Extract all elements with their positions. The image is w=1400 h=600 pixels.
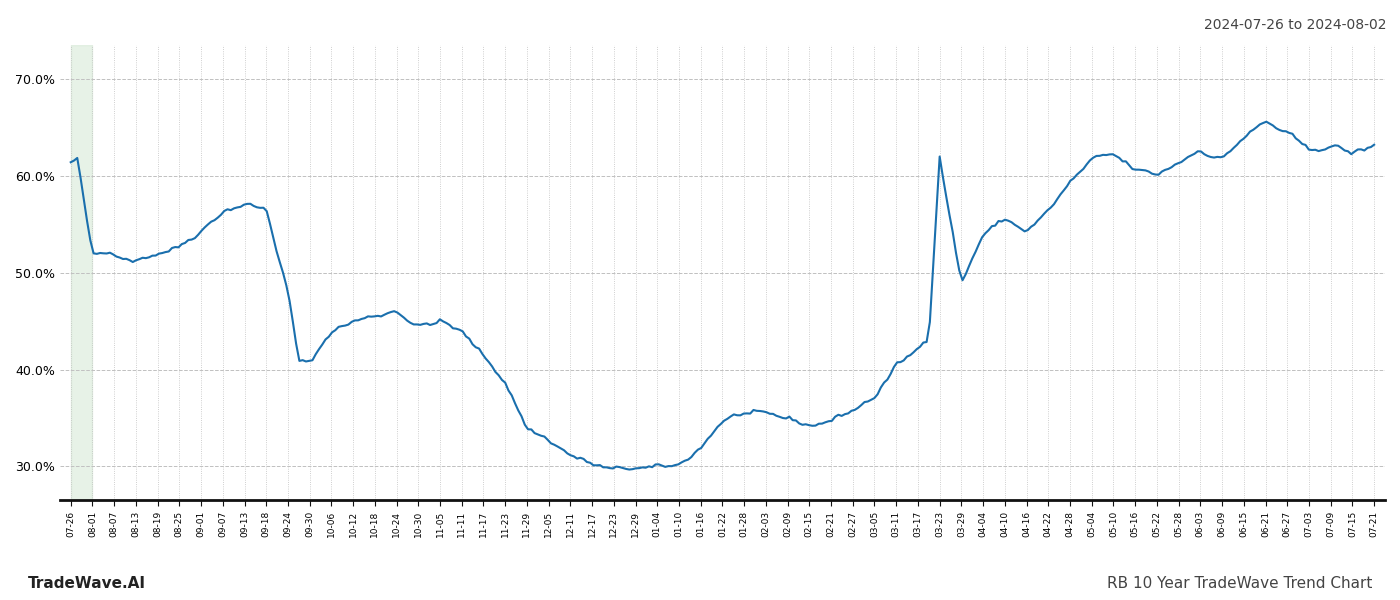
- Bar: [71, 45, 92, 500]
- Text: TradeWave.AI: TradeWave.AI: [28, 576, 146, 591]
- Text: 2024-07-26 to 2024-08-02: 2024-07-26 to 2024-08-02: [1204, 18, 1386, 32]
- Text: RB 10 Year TradeWave Trend Chart: RB 10 Year TradeWave Trend Chart: [1106, 576, 1372, 591]
